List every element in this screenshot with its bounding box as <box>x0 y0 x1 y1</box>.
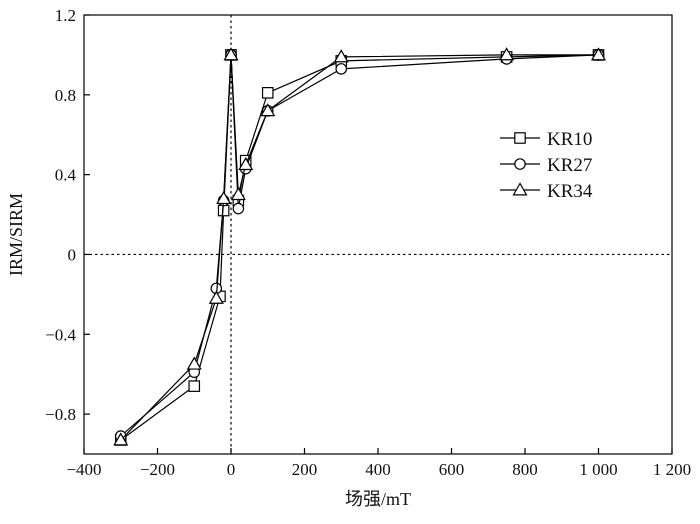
legend-item-kr34: KR34 <box>500 181 593 202</box>
y-tick-label: 1.2 <box>55 6 76 25</box>
y-tick-label: 0 <box>68 245 77 264</box>
data-point <box>335 63 348 75</box>
legend-marker <box>514 132 526 144</box>
series-layer <box>113 47 607 446</box>
x-tick-label: 800 <box>512 460 538 479</box>
data-point <box>260 103 276 117</box>
legend: KR10 KR27 KR34 <box>500 129 593 202</box>
x-tick-label: 400 <box>365 460 391 479</box>
data-point <box>208 290 224 304</box>
legend-marker <box>512 182 528 196</box>
data-point <box>499 47 515 61</box>
reference-lines <box>84 15 672 454</box>
data-point <box>230 186 246 201</box>
legend-item-kr27: KR27 <box>500 155 592 176</box>
y-tick-label: 0.4 <box>55 166 77 185</box>
legend-marker <box>514 158 526 170</box>
data-point <box>223 47 239 61</box>
series-line <box>120 54 599 437</box>
x-tick-label: −400 <box>66 460 101 479</box>
x-tick-label: 1 200 <box>653 460 691 479</box>
y-tick-label: −0.4 <box>45 325 76 344</box>
legend-label: KR27 <box>547 155 592 176</box>
x-axis-title: 场强/mT <box>345 489 411 509</box>
axis-ticks: −400 −200 0 200 400 600 800 1 000 1 200 −0.8 −0.4 0… <box>45 6 691 479</box>
y-tick-label: −0.8 <box>45 405 76 424</box>
data-point <box>186 356 202 370</box>
x-tick-label: 1 000 <box>579 460 617 479</box>
y-tick-label: 0.8 <box>55 86 76 105</box>
data-point <box>113 432 129 446</box>
data-point <box>333 49 349 63</box>
legend-item-kr10: KR10 <box>500 129 592 150</box>
legend-label: KR10 <box>547 129 592 150</box>
data-point <box>232 202 245 215</box>
plot-frame <box>83 14 673 455</box>
x-tick-label: −200 <box>140 460 175 479</box>
x-tick-label: 200 <box>292 460 318 479</box>
plot-border <box>83 14 673 455</box>
data-point <box>216 190 232 205</box>
data-point <box>188 380 201 392</box>
series-kr10 <box>114 49 605 446</box>
series-kr34 <box>113 47 607 446</box>
x-tick-label: 600 <box>439 460 465 479</box>
legend-label: KR34 <box>547 181 593 202</box>
data-point <box>590 47 607 61</box>
data-point <box>261 87 274 99</box>
y-axis-title: IRM/SIRM <box>6 193 26 276</box>
data-point <box>238 156 254 171</box>
x-tick-label: 0 <box>227 460 236 479</box>
